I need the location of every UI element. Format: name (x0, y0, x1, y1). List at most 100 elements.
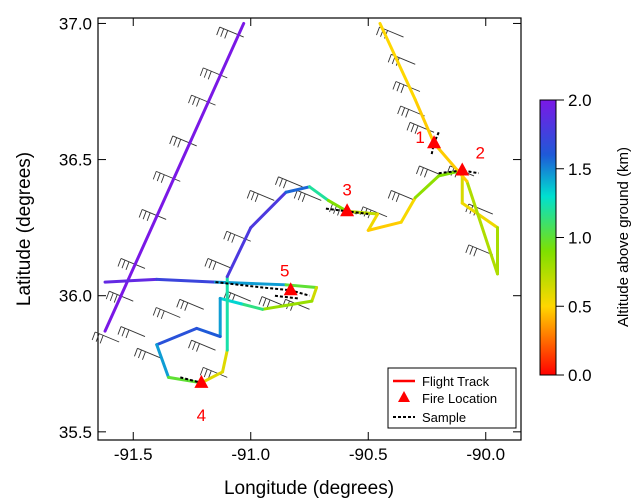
wind-barb-staff (203, 366, 228, 378)
wind-barbs (91, 26, 493, 379)
wind-barb-feather (416, 165, 420, 175)
wind-barb-staff (120, 326, 146, 337)
colorbar-tick-label: 0.5 (568, 297, 592, 316)
wind-barb-feather (105, 290, 110, 300)
wind-barb-staff (468, 203, 493, 215)
wind-barb-feather (176, 299, 181, 308)
wind-barb-feather (254, 193, 259, 202)
wind-barb-feather (138, 209, 143, 218)
wind-barb (117, 326, 146, 339)
wind-barb (188, 339, 216, 352)
flight-track-segment (413, 174, 441, 200)
wind-barb (387, 53, 416, 66)
colorbar-label: Altitude above ground (km) (615, 147, 632, 327)
wind-barb-feather (180, 300, 185, 310)
wind-barb-staff (226, 290, 251, 302)
fire-label: 4 (197, 406, 206, 425)
wind-barb-staff (297, 189, 322, 201)
fire-label: 2 (476, 143, 485, 162)
wind-barb-feather (152, 171, 157, 180)
flight-track-segment (284, 185, 311, 194)
fire-label: 1 (415, 128, 424, 147)
wind-barb-feather (406, 122, 411, 131)
wind-barb-feather (297, 191, 302, 201)
wind-barb-staff (179, 298, 204, 310)
colorbar-ticks: 0.0 0.5 1.0 1.5 2.0 (556, 91, 592, 385)
wind-barb-feather (173, 137, 178, 146)
wind-barb-feather (279, 178, 283, 187)
flight-track-segment (261, 299, 314, 311)
wind-barb-staff (207, 258, 233, 269)
flight-track-segment (308, 185, 330, 202)
wind-barb-feather (395, 193, 400, 202)
fire-marker (340, 203, 355, 217)
wind-barb-feather (391, 191, 396, 201)
wind-barb (204, 258, 233, 271)
colorbar-tick-label: 2.0 (568, 91, 592, 110)
flight-track-segment (366, 212, 380, 232)
wind-barb-feather (250, 191, 255, 201)
wind-barb-feather (196, 98, 200, 107)
flight-track-segment (378, 21, 417, 102)
y-axis-label: Latitude (degrees) (14, 152, 35, 306)
wind-barb-feather (121, 260, 126, 269)
wind-barb-feather (220, 28, 225, 37)
plot-frame (97, 17, 522, 441)
x-axis: -91.5 -91.0 -90.5 -90.0 (114, 18, 505, 464)
flight-track-segment (199, 370, 225, 385)
wind-barb-feather (125, 329, 130, 339)
wind-barb-feather (99, 335, 104, 344)
wind-barb-feather (301, 193, 306, 202)
sample-segments (180, 131, 479, 384)
wind-barb-feather (125, 261, 130, 271)
wind-barb (117, 258, 146, 271)
wind-barb-staff (226, 230, 251, 242)
wind-barb (105, 290, 134, 303)
wind-barb-feather (401, 107, 406, 116)
colorbar-tick-label: 1.0 (568, 229, 592, 248)
wind-barb-feather (156, 172, 161, 182)
wind-barb-feather (134, 348, 138, 357)
wind-barb-feather (396, 83, 401, 92)
wind-barb-feather (199, 367, 204, 376)
wind-barb-staff (391, 189, 416, 201)
wind-barb-feather (216, 26, 221, 36)
legend-sample-label: Sample (422, 410, 466, 425)
wind-barb-feather (138, 349, 142, 359)
wind-barb-feather (376, 26, 380, 36)
flight-track-segment (310, 286, 319, 303)
wind-barb-staff (468, 244, 493, 256)
legend: Flight Track Fire Location Sample (387, 367, 517, 429)
wind-barb-feather (246, 190, 251, 199)
wind-barb (246, 189, 275, 202)
flight-track (103, 21, 499, 385)
wind-barb-feather (91, 331, 96, 341)
wind-barb (169, 135, 197, 148)
wind-barb-feather (196, 343, 200, 352)
fire-marker (455, 162, 470, 176)
flight-track-segment (460, 201, 499, 230)
flight-track-segment (218, 296, 243, 306)
wind-barb-feather (424, 169, 428, 178)
y-tick-label: 36.0 (59, 287, 92, 306)
wind-barb-feather (203, 69, 208, 78)
flight-track-segment (103, 21, 246, 333)
wind-barb-feather (142, 351, 146, 360)
wind-barb-feather (275, 176, 279, 185)
legend-fire-label: Fire Location (422, 391, 497, 406)
wind-barb (152, 170, 181, 183)
wind-barb (176, 298, 204, 311)
wind-barb-feather (414, 125, 419, 134)
wind-barb-feather (169, 135, 174, 145)
x-tick-label: -91.5 (114, 445, 153, 464)
legend-flight-track-label: Flight Track (422, 374, 490, 389)
wind-barb (465, 244, 493, 257)
wind-barb-staff (156, 307, 181, 318)
wind-barb-feather (223, 231, 228, 240)
wind-barb (188, 94, 216, 107)
y-axis: 35.5 36.0 36.5 37.0 (59, 14, 521, 442)
wind-barb-staff (203, 67, 228, 79)
wind-barb-staff (191, 339, 216, 351)
wind-barb-feather (160, 174, 165, 183)
